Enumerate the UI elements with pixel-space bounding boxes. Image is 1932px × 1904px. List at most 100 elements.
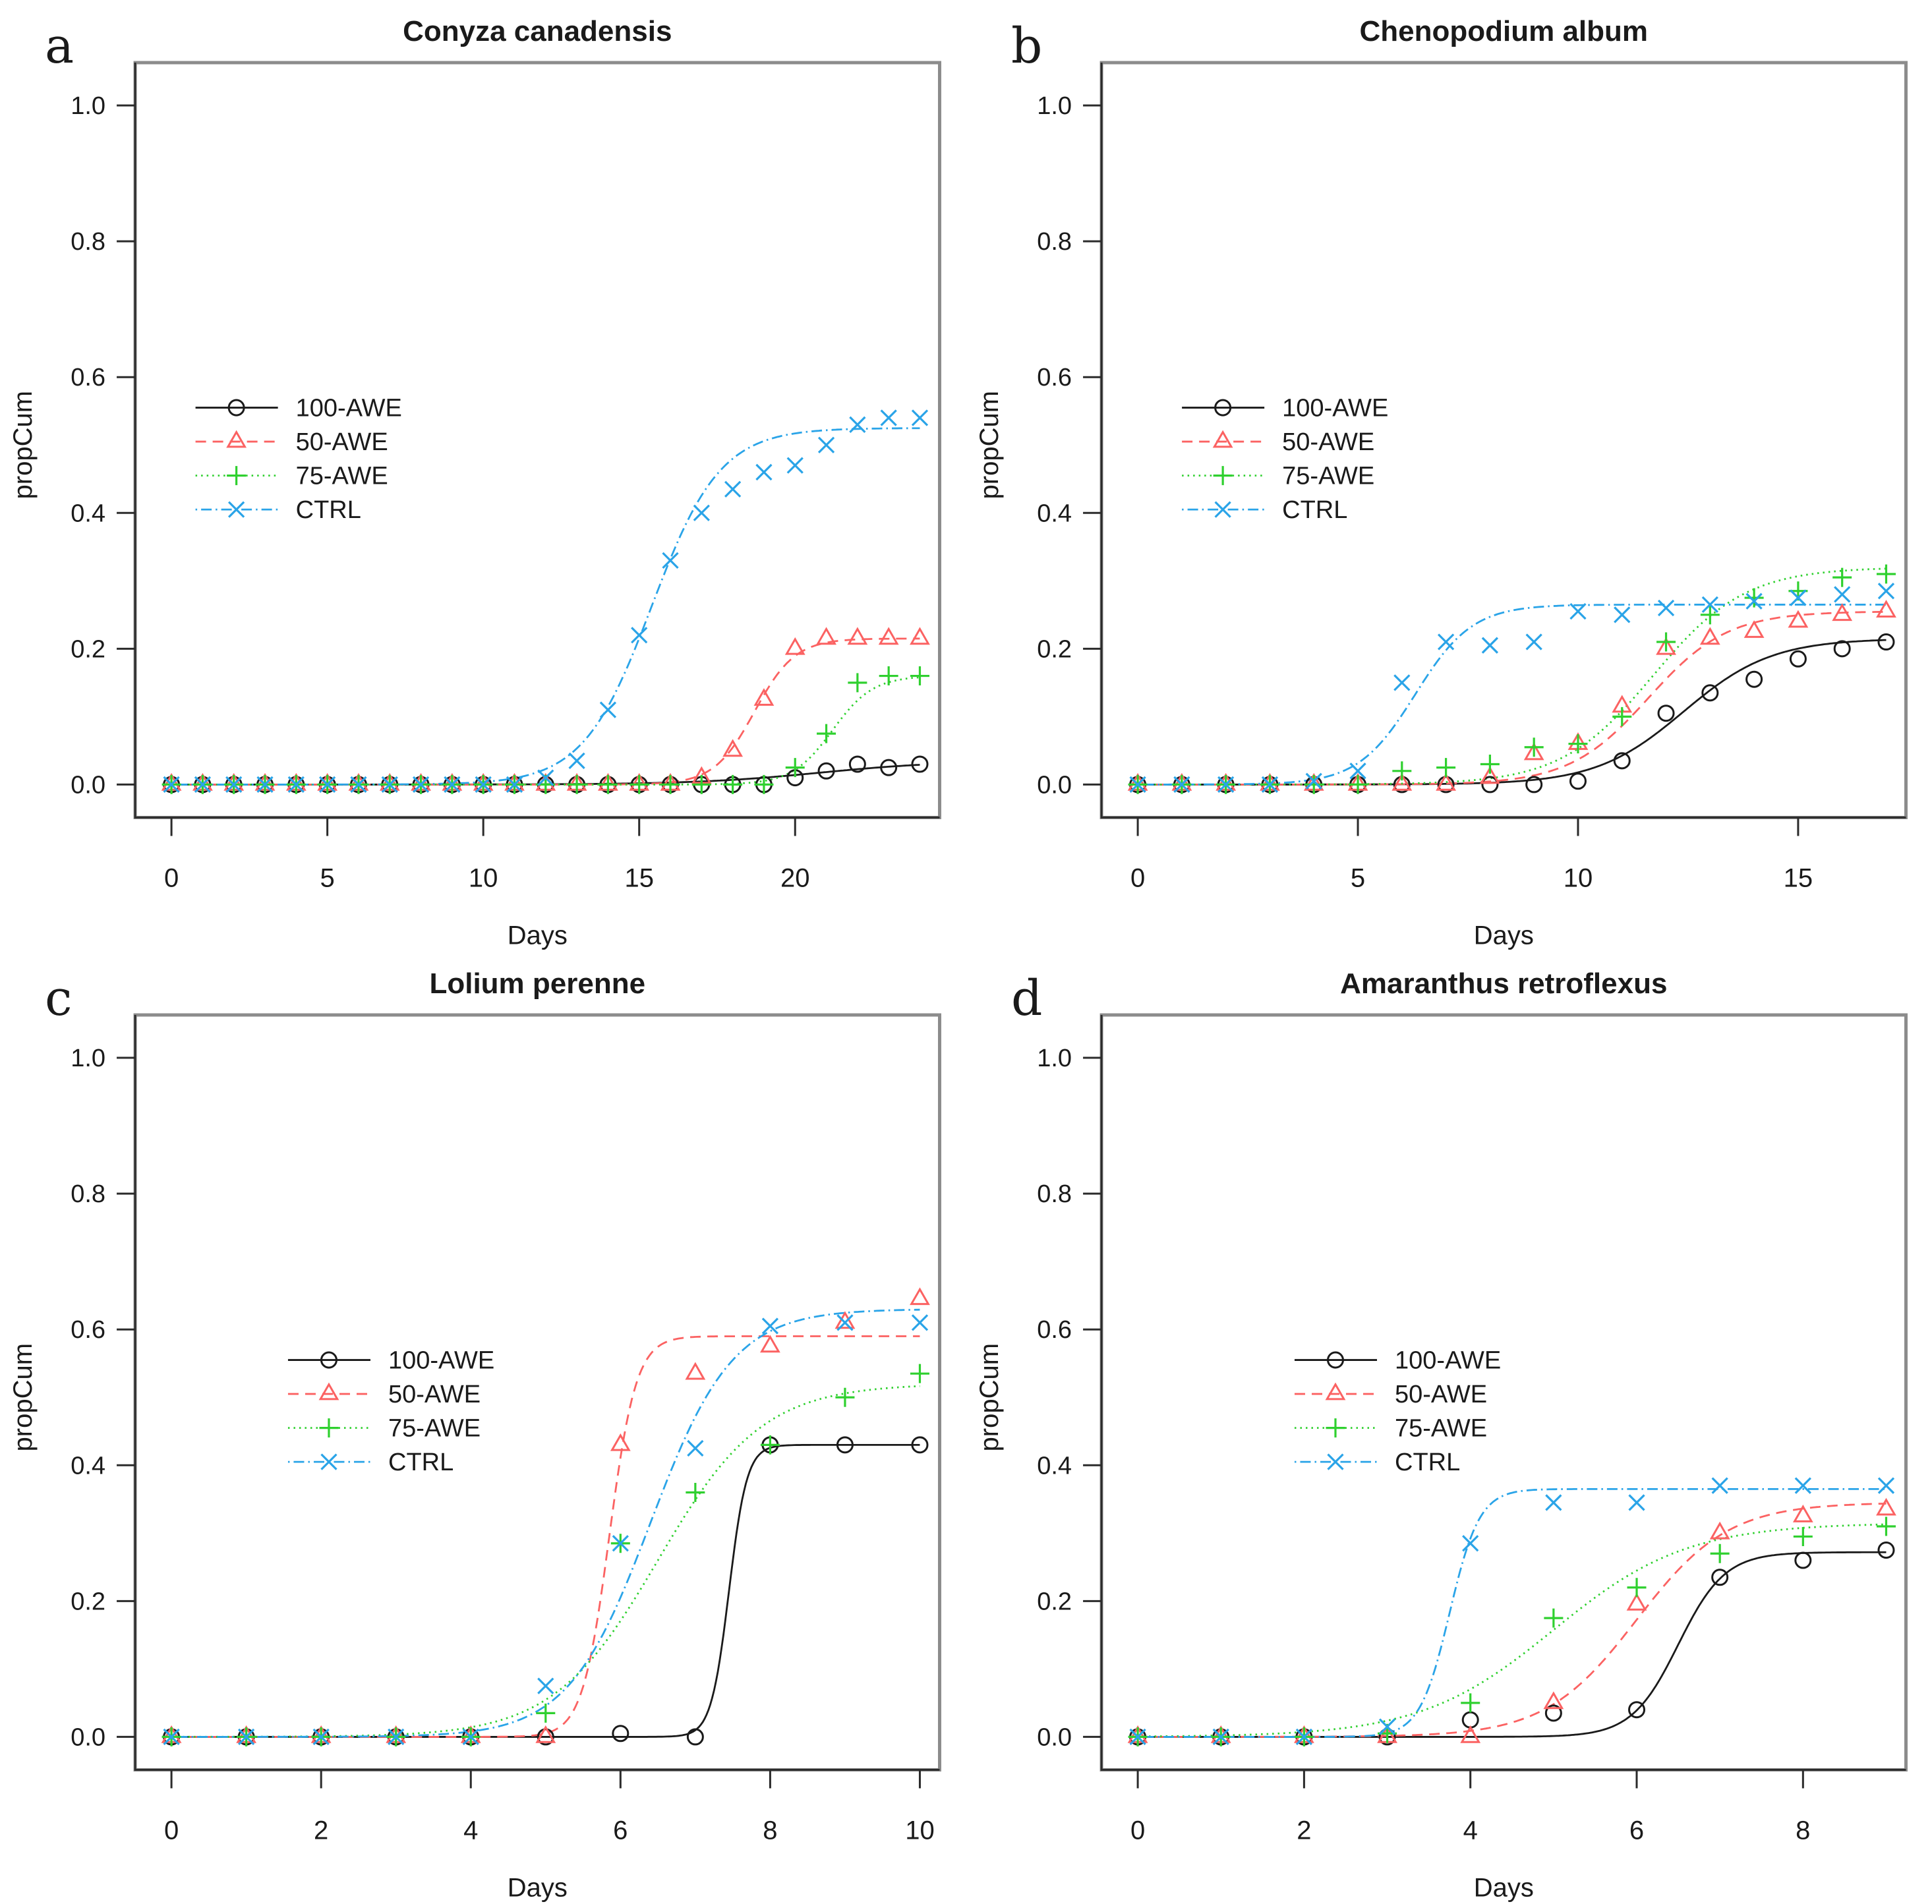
legend-label-50-awe: 50-AWE [388, 1381, 481, 1408]
y-tick-label: 1.0 [71, 1045, 105, 1072]
x-marker [1627, 1493, 1645, 1511]
x-tick-label: 15 [624, 863, 653, 892]
x-marker [163, 1728, 180, 1745]
circle-marker [1525, 776, 1542, 793]
x-marker [1305, 772, 1322, 790]
legend: 100-AWE 50-AWE 75-AWE CTRL [1294, 1346, 1501, 1476]
y-axis-label: propCum [975, 1342, 1004, 1451]
x-tick-label: 0 [1130, 863, 1144, 892]
plus-marker [1700, 605, 1720, 625]
circle-marker [1657, 705, 1675, 722]
circle-marker [848, 755, 866, 773]
triangle-marker [1792, 1504, 1813, 1522]
x-marker [911, 1313, 929, 1331]
circle-marker [1877, 1541, 1894, 1559]
circle-marker [1789, 650, 1807, 668]
x-tick-label: 5 [1350, 863, 1364, 892]
fit-curve-50-awe [1137, 1502, 1886, 1738]
x-axis-label: Days [508, 921, 568, 950]
plus-marker [629, 774, 649, 794]
plus-marker [848, 673, 867, 693]
triangle-marker [834, 1310, 856, 1329]
y-tick-label: 0.2 [1037, 635, 1072, 663]
legend-label-100-awe: 100-AWE [388, 1346, 494, 1374]
triangle-marker [1459, 1725, 1480, 1743]
y-tick-label: 0.2 [1037, 1588, 1072, 1615]
x-tick-label: 8 [1796, 1816, 1810, 1845]
legend-circle-icon [1326, 1351, 1344, 1369]
panel-b: 0.0 0.2 0.4 0.6 0.8 1.0 0 5 10 15 b Chenopodium alb… [966, 0, 1932, 952]
plus-marker [567, 774, 587, 794]
plus-marker [691, 774, 711, 794]
x-marker [631, 627, 648, 644]
x-marker [1657, 599, 1674, 617]
circle-marker [1480, 776, 1498, 793]
triangle-marker [784, 637, 805, 655]
circle-marker [1877, 633, 1894, 651]
panel-letter: b [1011, 18, 1042, 74]
y-tick-label: 0.2 [71, 1588, 105, 1615]
x-marker [412, 776, 430, 793]
x-marker [836, 1313, 854, 1331]
axis-lines [134, 1014, 940, 1771]
triangle-marker [1655, 637, 1676, 655]
fit-curve-50-awe [171, 1335, 920, 1738]
legend-label-ctrl: CTRL [296, 496, 361, 524]
x-marker [506, 776, 523, 793]
x-marker [256, 776, 274, 793]
legend-label-ctrl: CTRL [1282, 496, 1347, 524]
plot-box [1099, 1013, 1908, 1772]
plus-marker [660, 774, 680, 794]
x-marker [1173, 776, 1190, 793]
x-tick-label: 6 [1629, 1816, 1643, 1845]
legend-x-icon [320, 1453, 337, 1470]
x-marker [1789, 589, 1807, 606]
legend-circle-icon [320, 1351, 337, 1369]
plus-marker [1876, 1516, 1896, 1536]
plus-marker [1832, 567, 1852, 587]
x-tick-label: 2 [314, 1816, 328, 1845]
x-tick-label: 8 [763, 1816, 777, 1845]
triangle-marker [760, 1334, 780, 1352]
series-points-75-awe [161, 1364, 929, 1746]
y-tick-label: 0.0 [71, 771, 105, 799]
y-tick-label: 0.4 [71, 500, 105, 527]
series-points-100-awe [163, 1435, 929, 1745]
x-marker [1212, 1728, 1229, 1745]
fit-curve-75-awe [1137, 567, 1887, 786]
panel-title: Chenopodium album [1359, 15, 1648, 47]
panel-letter: d [1011, 970, 1042, 1027]
x-marker [1569, 603, 1587, 620]
legend-label-75-awe: 75-AWE [388, 1414, 481, 1442]
x-tick-label: 2 [1297, 1816, 1311, 1845]
plot-box [1099, 61, 1908, 819]
series-points-50-awe [161, 627, 930, 791]
panel-letter: c [45, 970, 72, 1027]
triangle-marker [535, 1725, 556, 1743]
x-marker [761, 1317, 779, 1335]
triangle-marker [1435, 772, 1456, 791]
plus-marker [1460, 1692, 1480, 1712]
x-marker [786, 457, 804, 474]
circle-marker [1745, 670, 1763, 688]
x-marker [1877, 583, 1894, 600]
x-marker [1461, 1534, 1478, 1551]
x-marker [1437, 633, 1454, 650]
x-marker [755, 463, 773, 481]
x-marker [612, 1534, 629, 1551]
circle-marker [1794, 1551, 1811, 1569]
x-marker [350, 776, 367, 793]
y-tick-label: 0.8 [1037, 228, 1072, 256]
plus-marker [598, 774, 618, 794]
x-marker [388, 1728, 405, 1745]
x-tick-label: 5 [320, 863, 335, 892]
legend-x-icon [1326, 1453, 1344, 1470]
x-tick-label: 10 [1563, 863, 1593, 892]
x-marker [237, 1728, 255, 1745]
x-tick-label: 4 [1463, 1816, 1477, 1845]
x-tick-label: 4 [463, 1816, 478, 1845]
x-marker [1525, 633, 1542, 650]
x-marker [1481, 637, 1498, 654]
x-tick-label: 0 [164, 1816, 179, 1845]
circle-marker [817, 762, 835, 780]
